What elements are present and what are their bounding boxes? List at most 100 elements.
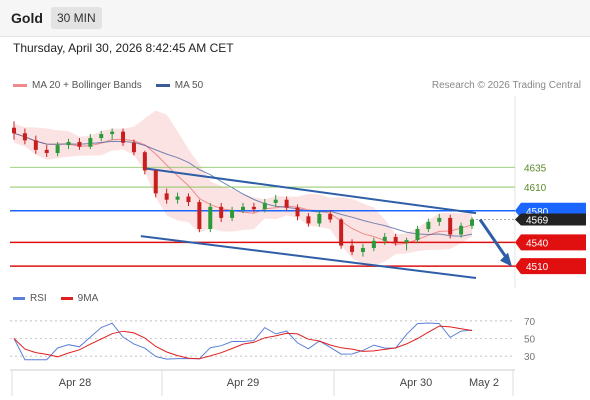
candle [339, 217, 344, 249]
candle-body [262, 202, 267, 210]
candle [328, 209, 333, 223]
legend-swatch-rsi [13, 297, 25, 300]
candle [317, 210, 322, 227]
candle-body [371, 240, 376, 248]
level-label-4610: 4610 [524, 183, 547, 194]
candle [55, 141, 60, 157]
candle-body [131, 142, 136, 153]
x-tick-label: Apr 28 [59, 377, 91, 389]
candle [153, 169, 158, 198]
x-axis-layer: Apr 28 Apr 29 Apr 30 May 2 [10, 369, 515, 396]
candle [230, 206, 235, 222]
candle-body [142, 152, 147, 171]
candle-body [306, 216, 311, 224]
last-price-badge: 4569 [515, 213, 586, 226]
rsi-9ma-line [13, 325, 473, 360]
candle-body [219, 206, 224, 218]
forecast-arrow-shaft [478, 218, 509, 260]
x-tick-label: May 2 [469, 377, 499, 389]
candle [371, 237, 376, 252]
chart-header: Gold 30 MIN [0, 0, 590, 37]
legend-label-rsi: RSI [30, 293, 47, 304]
channel-layer [140, 167, 512, 280]
level-badge-label-4580: 4580 [526, 207, 549, 218]
level-badge-shape-4540 [515, 234, 586, 251]
candle [219, 202, 224, 222]
candle [12, 121, 16, 140]
candle-body [328, 213, 333, 220]
level-badge-label-4510: 4510 [526, 262, 549, 273]
price-legend: MA 20 + Bollinger Bands MA 50 [13, 80, 217, 91]
legend-item-9ma: 9MA [60, 293, 99, 304]
legend-swatch-ma50 [155, 84, 170, 87]
candle [197, 199, 202, 233]
candle-body [66, 141, 71, 146]
channel-lower-line [140, 235, 477, 280]
candle-body [197, 202, 202, 229]
candle-body [208, 206, 213, 229]
candle [426, 218, 431, 233]
x-tick-label: Apr 30 [400, 377, 432, 389]
last-price-label: 4569 [526, 215, 549, 226]
candle [459, 222, 464, 238]
candle [273, 194, 278, 207]
candle-body [22, 133, 27, 141]
legend-item-ma50: MA 50 [155, 80, 203, 91]
candle-body [110, 131, 115, 135]
x-tick-label: Apr 29 [227, 377, 259, 389]
timeframe-badge[interactable]: 30 MIN [51, 7, 102, 29]
rsi-tick-30: 30 [524, 352, 536, 363]
candle-body [393, 236, 398, 243]
candle [110, 128, 115, 140]
rsi-tick-70: 70 [524, 317, 536, 328]
rsi-line [13, 322, 473, 361]
candle [186, 193, 191, 207]
candle-body [44, 149, 49, 154]
candle-body [339, 219, 344, 246]
candle-body [360, 247, 365, 252]
legend-label-9ma: 9MA [77, 293, 99, 304]
candle [66, 138, 71, 150]
candle-body [437, 217, 442, 222]
candle [306, 213, 311, 227]
candle-body [415, 228, 420, 241]
candle [44, 145, 49, 157]
legend-swatch-bollinger [13, 84, 27, 87]
candle [350, 239, 355, 256]
candle [131, 139, 136, 156]
rsi-legend: RSI 9MA [13, 293, 112, 304]
candle-body [186, 196, 191, 203]
candle-body [382, 236, 387, 241]
candle [241, 202, 245, 214]
channel-upper-line [144, 167, 477, 215]
candle-body [33, 140, 38, 150]
candle-body [295, 207, 300, 217]
levels-layer: 4635 4610 [10, 163, 547, 267]
candle-body [121, 131, 126, 143]
candle-body [241, 206, 245, 210]
forecast-arrow-head [500, 252, 512, 267]
candle [22, 128, 27, 145]
rsi-layer: 70 50 30 [10, 317, 536, 363]
candle-body [448, 217, 453, 235]
candle-body [230, 209, 235, 218]
legend-item-bollinger: MA 20 + Bollinger Bands [13, 80, 142, 91]
candle-body [99, 134, 104, 138]
candle [262, 198, 267, 213]
research-credit: Research © 2026 Trading Central [431, 80, 581, 91]
candle-body [88, 137, 93, 147]
candle [360, 244, 365, 257]
candle-body [55, 145, 60, 154]
candle [175, 192, 180, 204]
candle [415, 225, 420, 244]
candle [121, 128, 126, 146]
candle [88, 134, 93, 150]
last-price-badge-shape [515, 213, 586, 226]
candle [437, 213, 442, 226]
datetime-label: Thursday, April 30, 2026 8:42:45 AM CET [13, 41, 234, 55]
candle [404, 237, 409, 251]
candle [284, 196, 289, 211]
candle-body [426, 221, 431, 229]
rsi-tick-50: 50 [524, 335, 536, 346]
